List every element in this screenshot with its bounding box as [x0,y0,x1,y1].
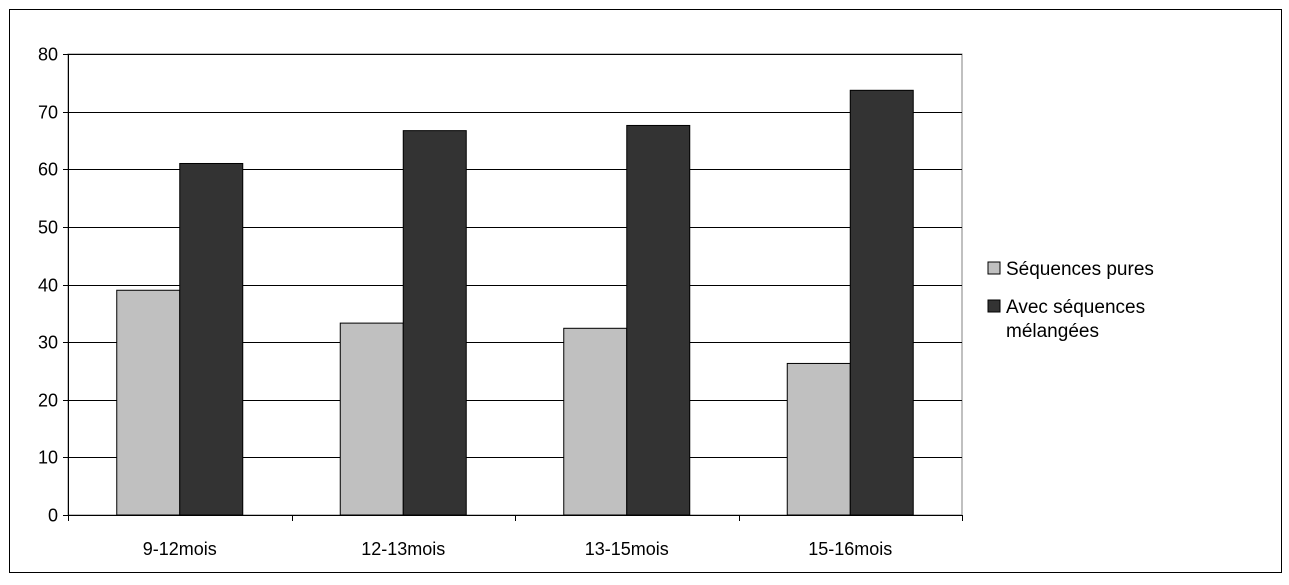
bars [116,89,914,516]
bar-avec-sequences-melangees [179,162,244,516]
legend-label: mélangées [1006,321,1099,342]
legend-label: Avec séquences [1006,297,1145,318]
legend-swatch [987,299,1001,313]
y-tick-label: 60 [38,160,58,180]
y-tick-label: 10 [38,448,58,468]
bar-sequences-pures [339,322,404,516]
bar-sequences-pures [116,289,181,516]
bar-sequences-pures [786,362,851,516]
y-tick-label: 70 [38,103,58,123]
y-tick-label: 30 [38,333,58,353]
bar-avec-sequences-melangees [849,89,914,516]
bar-avec-sequences-melangees [626,124,691,516]
y-tick-label: 80 [38,45,58,65]
x-tick-label: 12-13mois [361,539,445,559]
legend-swatch [987,261,1001,275]
x-tick-label: 13-15mois [585,539,669,559]
y-tick-label: 0 [48,506,58,526]
bar-sequences-pures [563,327,628,516]
y-tick-label: 50 [38,218,58,238]
bar-avec-sequences-melangees [402,130,467,516]
y-axis-tick-labels: 0 10 20 30 40 50 60 70 80 [38,45,58,526]
x-tick-label: 15-16mois [808,539,892,559]
axes [63,54,963,521]
x-tick-label: 9-12mois [143,539,217,559]
legend: Séquences pures Avec séquences mélangées [987,259,1154,342]
x-axis-tick-labels: 9-12mois 12-13mois 13-15mois 15-16mois [143,539,893,559]
legend-label: Séquences pures [1006,259,1154,280]
y-tick-label: 40 [38,276,58,296]
y-tick-label: 20 [38,391,58,411]
